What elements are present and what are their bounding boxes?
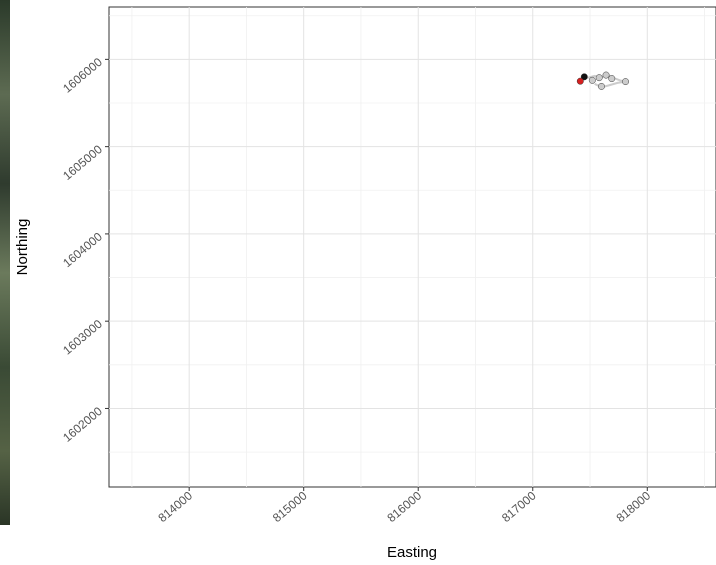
- x-tick-label: 818000: [614, 488, 654, 525]
- data-point: [588, 76, 596, 84]
- y-tick-label: 1606000: [60, 55, 105, 96]
- data-point: [595, 74, 603, 82]
- y-tick-label: 1604000: [60, 229, 105, 270]
- y-tick-label: 1605000: [60, 142, 105, 183]
- data-point: [598, 82, 605, 90]
- x-tick-label: 815000: [270, 488, 310, 525]
- x-axis-title: Easting: [387, 544, 437, 561]
- plot-panel: [108, 6, 716, 488]
- x-tick-label: 816000: [384, 488, 424, 525]
- data-marks: [576, 71, 629, 90]
- y-tick-label: 1602000: [60, 404, 105, 445]
- x-tick-label: 814000: [155, 488, 195, 525]
- data-point: [602, 71, 610, 79]
- y-tick-label: 1603000: [60, 317, 105, 358]
- track-line: [580, 74, 626, 89]
- background-photo-edge: [0, 0, 10, 525]
- grid: [109, 7, 716, 487]
- x-tick-label: 817000: [499, 488, 539, 525]
- data-point: [580, 73, 588, 81]
- data-point: [622, 78, 629, 86]
- data-point: [576, 77, 584, 85]
- data-point: [608, 75, 616, 83]
- y-axis-title: Northing: [14, 219, 31, 276]
